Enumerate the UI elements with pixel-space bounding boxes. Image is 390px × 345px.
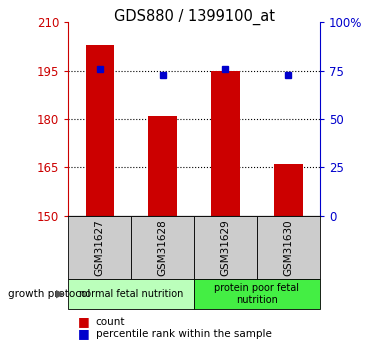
Bar <box>68 279 194 309</box>
Text: normal fetal nutrition: normal fetal nutrition <box>79 289 183 299</box>
Text: GSM31627: GSM31627 <box>95 219 105 276</box>
Text: GSM31630: GSM31630 <box>284 219 293 276</box>
Text: percentile rank within the sample: percentile rank within the sample <box>96 329 271 339</box>
Bar <box>194 216 257 279</box>
Text: GSM31629: GSM31629 <box>220 219 230 276</box>
Bar <box>194 279 320 309</box>
Text: GSM31628: GSM31628 <box>158 219 168 276</box>
Text: ▶: ▶ <box>56 289 65 299</box>
Bar <box>211 71 239 216</box>
Bar <box>149 116 177 216</box>
Bar <box>257 216 320 279</box>
Text: ■: ■ <box>78 327 90 341</box>
Text: growth protocol: growth protocol <box>8 289 90 299</box>
Text: protein poor fetal
nutrition: protein poor fetal nutrition <box>215 283 300 305</box>
Text: count: count <box>96 317 125 326</box>
Bar <box>68 216 131 279</box>
Bar <box>131 216 194 279</box>
Bar <box>85 45 114 216</box>
Text: GDS880 / 1399100_at: GDS880 / 1399100_at <box>115 9 275 25</box>
Text: ■: ■ <box>78 315 90 328</box>
Bar <box>274 164 303 216</box>
